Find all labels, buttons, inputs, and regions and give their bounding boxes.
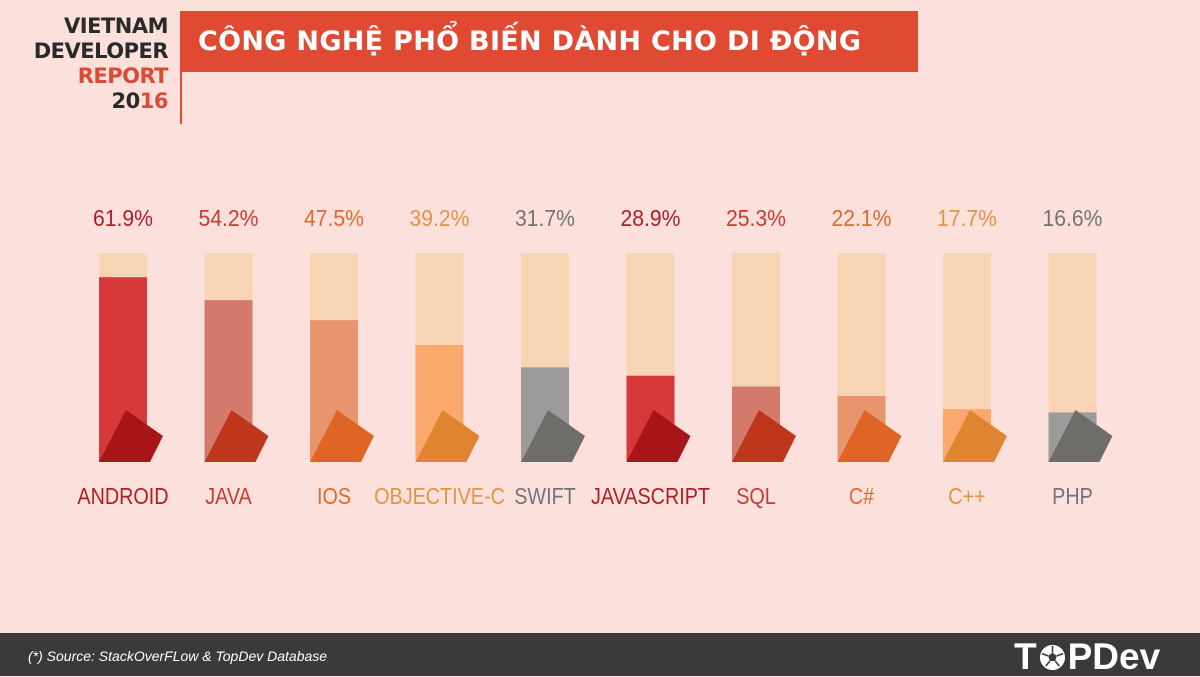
report-line-report: REPORT: [77, 64, 169, 88]
bar-fold-shadow: [521, 410, 585, 462]
logo-text-left: T: [1014, 636, 1037, 677]
bar-fold-shadow: [837, 410, 902, 462]
category-label: SWIFT: [514, 484, 575, 510]
chart-title: CÔNG NGHỆ PHỔ BIẾN DÀNH CHO DI ĐỘNG: [198, 26, 862, 57]
category-label: C#: [849, 484, 874, 510]
divider-line: [180, 11, 182, 124]
bar-fold-shadow: [310, 410, 374, 462]
data-label: 16.6%: [1043, 205, 1103, 231]
category-label: ANDROID: [77, 484, 168, 510]
data-label: 47.5%: [304, 205, 364, 231]
title-banner: [182, 11, 918, 72]
category-label: OBJECTIVE-C: [374, 484, 505, 510]
bar-fold-shadow: [626, 410, 691, 462]
bar-fold-shadow: [1048, 410, 1113, 462]
bar-fold-shadow: [732, 410, 796, 462]
data-label: 54.2%: [199, 205, 259, 231]
report-line-vietnam: VIETNAM: [64, 14, 168, 38]
bar-fold-shadow: [943, 410, 1007, 462]
data-label: 28.9%: [621, 205, 681, 231]
category-label: JAVA: [205, 484, 252, 510]
bar-fold-shadow: [415, 410, 480, 462]
data-label: 17.7%: [937, 205, 997, 231]
report-year-suffix: 16: [139, 89, 169, 113]
data-label: 25.3%: [726, 205, 786, 231]
data-label: 31.7%: [515, 205, 575, 231]
category-label: JAVASCRIPT: [591, 484, 710, 510]
football-icon: [1039, 644, 1065, 670]
data-label: 61.9%: [93, 205, 153, 231]
report-year-prefix: 20: [111, 89, 141, 113]
report-line-developer: DEVELOPER: [33, 39, 169, 63]
category-label: SQL: [736, 484, 776, 510]
data-label: 39.2%: [410, 205, 470, 231]
footer-bar: [0, 633, 1200, 676]
source-note: (*) Source: StackOverFLow & TopDev Datab…: [28, 648, 328, 664]
bar-fold-shadow: [99, 410, 163, 462]
category-label: IOS: [317, 484, 351, 510]
report-year: 2016: [18, 89, 169, 114]
category-label: C++: [948, 484, 985, 510]
category-label: PHP: [1052, 484, 1093, 510]
logo-text-right: PDev: [1067, 636, 1161, 677]
data-label: 22.1%: [832, 205, 892, 231]
topdev-logo: T PDev: [1014, 636, 1161, 677]
bar-fold-shadow: [204, 410, 269, 462]
bar-chart: 61.9% ANDROID 54.2% JAVA 47.5% IOS 39.2% OBJECT…: [77, 205, 1113, 510]
report-brand: VIETNAM DEVELOPER REPORT 2016: [18, 14, 169, 114]
